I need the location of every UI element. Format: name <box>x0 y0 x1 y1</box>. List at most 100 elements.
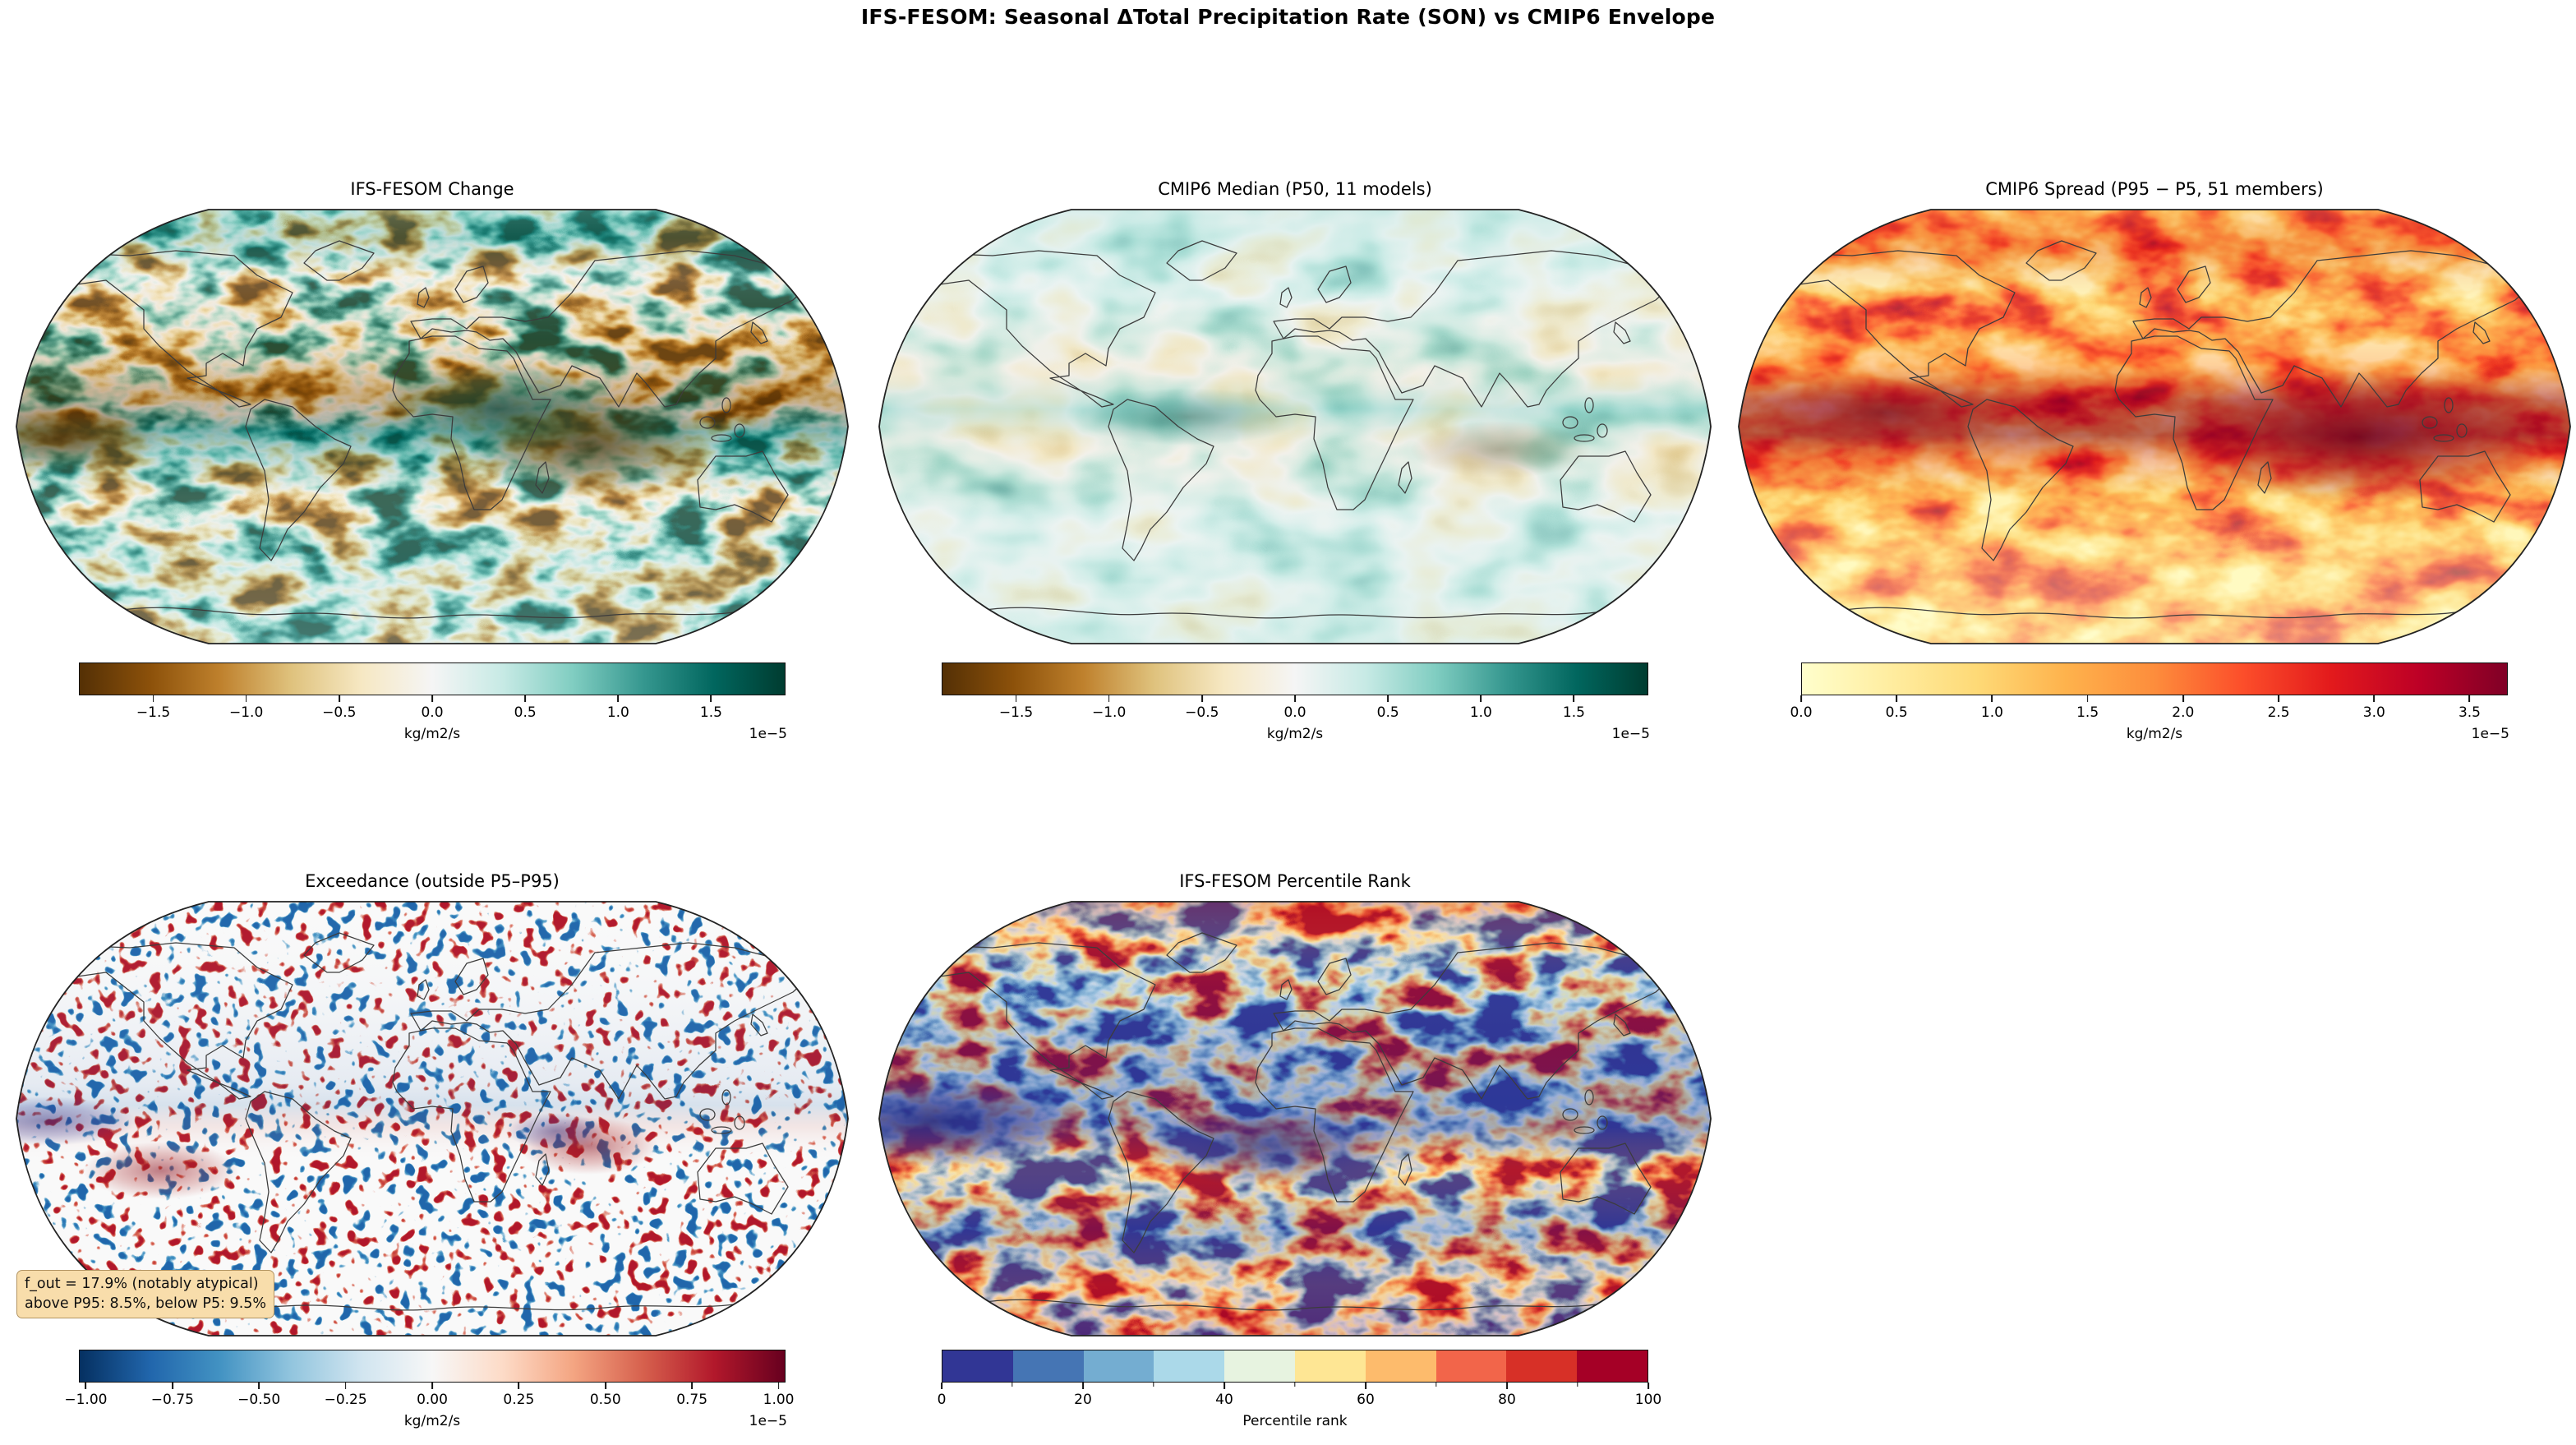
annotation-line-2: above P95: 8.5%, below P5: 9.5% <box>25 1295 267 1313</box>
colorbar-tick-mark <box>1082 1383 1084 1389</box>
colorbar-tick-label: −1.00 <box>64 1392 108 1408</box>
colorbar-segment <box>1577 1350 1647 1382</box>
colorbar-tick-label: 2.5 <box>2267 704 2290 721</box>
map-ifs-fesom-change <box>16 209 849 644</box>
map-percentile-rank <box>878 901 1712 1337</box>
colorbar-segment <box>1224 1350 1295 1382</box>
colorbar-gradient <box>79 662 786 695</box>
colorbar-tick-mark <box>1200 695 1203 702</box>
colorbar-tick-mark <box>338 695 340 702</box>
colorbar-tick-mark <box>1223 1383 1225 1389</box>
colorbar-tick-label: 0.25 <box>503 1392 535 1408</box>
colorbar-tick-mark <box>344 1383 347 1389</box>
annotation-box: f_out = 17.9% (notably atypical) above P… <box>16 1270 275 1319</box>
colorbar-segment <box>1154 1350 1225 1382</box>
colorbar-offset-label: 1e−5 <box>749 1413 787 1429</box>
colorbar-tick-mark <box>710 695 712 702</box>
colorbar-exceedance: −1.00 −0.75 −0.50 −0.25 0.00 0.25 0.50 0.75 1.00… <box>64 1350 794 1435</box>
colorbar-segments <box>942 1350 1648 1383</box>
colorbar-unit-label: kg/m2/s <box>403 726 461 742</box>
colorbar-tick-mark <box>2278 695 2279 702</box>
colorbar-tick-label: 1.5 <box>1562 704 1585 721</box>
colorbar-ifs-change: −1.5 −1.0 −0.5 0.0 0.5 1.0 1.5 kg/m2/s 1e−5 <box>79 662 787 748</box>
colorbar-tick-mark <box>1573 695 1575 702</box>
panel-title-ifs-change: IFS-FESOM Change <box>350 179 514 199</box>
map-cmip6-median <box>878 209 1712 644</box>
colorbar-tick-mark <box>1108 695 1110 702</box>
colorbar-percentile-rank: 0 20 40 60 80 100 Percentile rank <box>938 1350 1661 1435</box>
panel-title-exceedance: Exceedance (outside P5–P95) <box>305 871 560 891</box>
colorbar-offset-label: 1e−5 <box>2471 726 2509 742</box>
colorbar-tick-mark <box>617 695 620 702</box>
colorbar-segment <box>942 1350 1013 1382</box>
colorbar-tick-label: 40 <box>1215 1392 1233 1408</box>
colorbar-tick-label: −1.5 <box>136 704 171 721</box>
colorbar-unit-label: kg/m2/s <box>1266 726 1324 742</box>
colorbar-tick-label: 2.0 <box>2172 704 2195 721</box>
colorbar-segment <box>1506 1350 1578 1382</box>
panel-title-cmip6-median: CMIP6 Median (P50, 11 models) <box>1158 179 1432 199</box>
colorbar-tick-label: 3.5 <box>2458 704 2481 721</box>
figure-title: IFS-FESOM: Seasonal ΔTotal Precipitation… <box>860 5 1716 29</box>
colorbar-tick-label: 1.5 <box>699 704 722 721</box>
colorbar-tick-label: −0.25 <box>324 1392 367 1408</box>
colorbar-tick-label: 0 <box>937 1392 947 1408</box>
colorbar-tick-mark <box>1800 695 1802 702</box>
colorbar-tick-label: 60 <box>1357 1392 1375 1408</box>
colorbar-tick-mark <box>245 695 247 702</box>
colorbar-tick-label: −0.5 <box>322 704 357 721</box>
colorbar-minor-tick-mark <box>1435 1383 1437 1387</box>
colorbar-tick-mark <box>2468 695 2471 702</box>
colorbar-segment <box>1435 1350 1507 1382</box>
colorbar-tick-mark <box>2086 695 2089 702</box>
colorbar-tick-mark <box>431 1383 433 1389</box>
colorbar-tick-mark <box>1991 695 1993 702</box>
colorbar-tick-label: −1.0 <box>1092 704 1127 721</box>
colorbar-minor-tick-mark <box>1153 1383 1154 1387</box>
colorbar-cmip6-spread: 0.0 0.5 1.0 1.5 2.0 2.5 3.0 3.5 kg/m2/s 1e−5 <box>1790 662 2509 748</box>
colorbar-tick-label: 0.0 <box>1790 704 1813 721</box>
colorbar-tick-mark <box>1015 695 1017 702</box>
colorbar-tick-label: 1.0 <box>1469 704 1492 721</box>
colorbar-segment <box>1012 1350 1084 1382</box>
colorbar-tick-label: 0.0 <box>1283 704 1306 721</box>
colorbar-tick-mark <box>1647 1383 1649 1389</box>
map-cmip6-spread <box>1738 209 2571 644</box>
colorbar-tick-mark <box>85 1383 87 1389</box>
colorbar-tick-label: 100 <box>1634 1392 1662 1408</box>
colorbar-gradient <box>942 662 1648 695</box>
colorbar-tick-mark <box>1387 695 1389 702</box>
colorbar-tick-mark <box>941 1383 942 1389</box>
colorbar-tick-label: 1.0 <box>606 704 629 721</box>
colorbar-tick-mark <box>1365 1383 1366 1389</box>
annotation-line-1: f_out = 17.9% (notably atypical) <box>25 1276 259 1292</box>
colorbar-unit-label: Percentile rank <box>1242 1413 1348 1429</box>
colorbar-tick-label: −1.5 <box>998 704 1034 721</box>
colorbar-tick-label: 0.00 <box>417 1392 448 1408</box>
colorbar-gradient <box>79 1350 786 1383</box>
colorbar-tick-mark <box>1294 695 1296 702</box>
colorbar-tick-mark <box>171 1383 173 1389</box>
colorbar-tick-label: 3.0 <box>2362 704 2385 721</box>
colorbar-tick-mark <box>524 695 527 702</box>
colorbar-tick-mark <box>152 695 154 702</box>
colorbar-gradient <box>1801 662 2508 695</box>
colorbar-tick-label: −0.50 <box>237 1392 281 1408</box>
colorbar-tick-mark <box>1480 695 1482 702</box>
colorbar-ticks: −1.5 −1.0 −0.5 0.0 0.5 1.0 1.5 <box>79 662 786 748</box>
colorbar-tick-label: 80 <box>1498 1392 1516 1408</box>
colorbar-offset-label: 1e−5 <box>749 726 787 742</box>
map-exceedance <box>16 901 849 1337</box>
panel-title-percentile: IFS-FESOM Percentile Rank <box>1179 871 1411 891</box>
colorbar-cmip6-median: −1.5 −1.0 −0.5 0.0 0.5 1.0 1.5 kg/m2/s 1e−5 <box>942 662 1650 748</box>
colorbar-tick-label: 20 <box>1074 1392 1092 1408</box>
colorbar-tick-mark <box>1896 695 1898 702</box>
colorbar-tick-label: 0.5 <box>1885 704 1908 721</box>
colorbar-tick-label: 1.00 <box>763 1392 795 1408</box>
colorbar-tick-mark <box>604 1383 606 1389</box>
colorbar-tick-label: 0.75 <box>676 1392 708 1408</box>
colorbar-tick-label: −1.0 <box>229 704 264 721</box>
colorbar-unit-label: kg/m2/s <box>403 1413 461 1429</box>
colorbar-offset-label: 1e−5 <box>1611 726 1650 742</box>
colorbar-tick-label: 1.5 <box>2076 704 2099 721</box>
